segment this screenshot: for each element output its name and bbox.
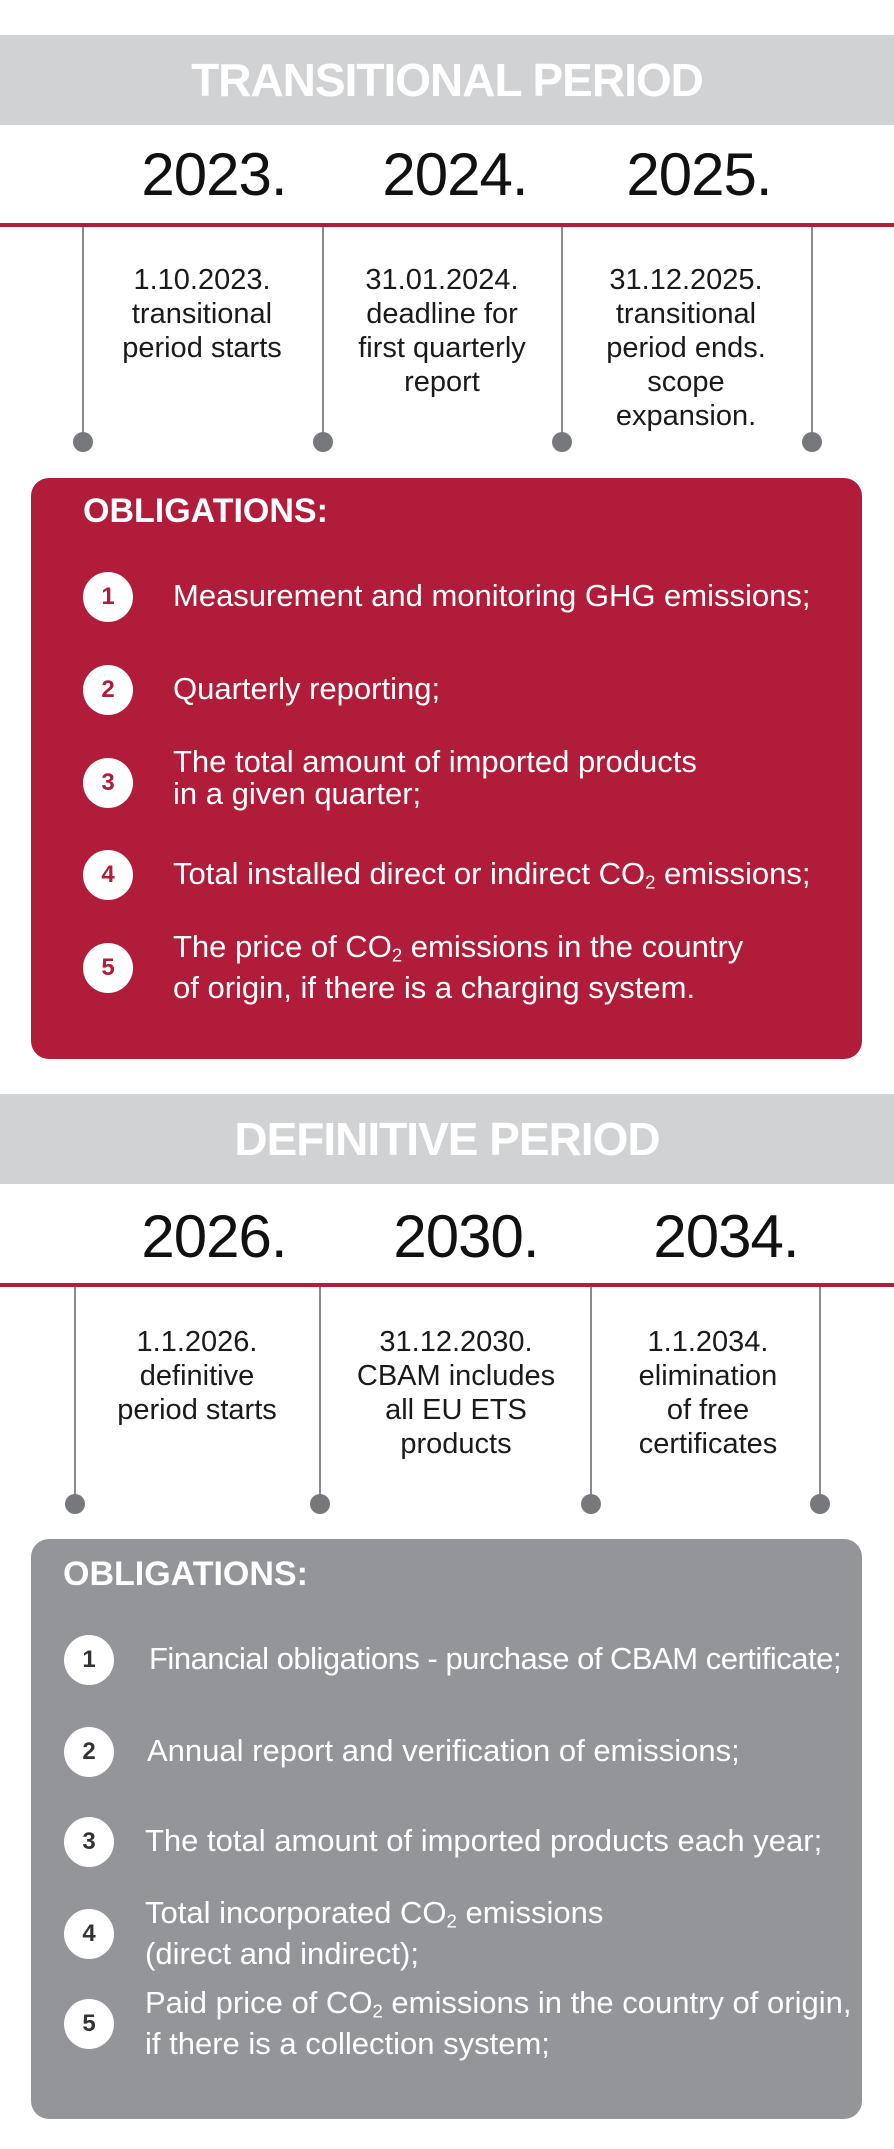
timeline-dot bbox=[581, 1494, 601, 1514]
year-2026: 2026. bbox=[141, 1203, 287, 1270]
obligations-title: OBLIGATIONS: bbox=[63, 1555, 308, 1593]
timeline-rule-transitional bbox=[0, 223, 894, 227]
timeline-dot bbox=[310, 1494, 330, 1514]
number-badge: 3 bbox=[64, 1817, 114, 1867]
obligation-text: Measurement and monitoring GHG emissions… bbox=[173, 578, 811, 613]
timeline-dot bbox=[65, 1494, 85, 1514]
timeline-tick bbox=[811, 227, 813, 441]
number-badge: 2 bbox=[83, 665, 133, 715]
transitional-period-banner: TRANSITIONAL PERIOD bbox=[0, 35, 894, 125]
number-badge: 2 bbox=[64, 1727, 114, 1777]
obligation-text: Total installed direct or indirect CO2 e… bbox=[173, 856, 811, 893]
timeline-rule-definitive bbox=[0, 1283, 894, 1287]
timeline-tick bbox=[319, 1287, 321, 1503]
definitive-obligations-panel: OBLIGATIONS: 1 Financial obligations - p… bbox=[31, 1539, 862, 2119]
obligations-title: OBLIGATIONS: bbox=[83, 492, 328, 530]
timeline-dot bbox=[810, 1494, 830, 1514]
event-first-quarterly-report: 31.01.2024. deadline for first quarterly… bbox=[358, 264, 526, 398]
timeline-dot bbox=[313, 432, 333, 452]
timeline-tick bbox=[590, 1287, 592, 1503]
timeline-tick bbox=[82, 227, 84, 441]
year-2023: 2023. bbox=[141, 141, 287, 208]
obligation-text: Total incorporated CO2 emissions (direct… bbox=[145, 1895, 604, 1971]
obligation-text: The total amount of imported products in… bbox=[173, 744, 697, 811]
transitional-obligations-panel: OBLIGATIONS: 1 Measurement and monitorin… bbox=[31, 478, 862, 1059]
timeline-dot bbox=[802, 432, 822, 452]
obligation-text: Annual report and verification of emissi… bbox=[147, 1733, 740, 1768]
event-elimination-free-certificates: 1.1.2034. elimination of free certificat… bbox=[638, 1326, 778, 1460]
number-badge: 4 bbox=[83, 850, 133, 900]
obligation-text: The price of CO2 emissions in the countr… bbox=[173, 929, 744, 1005]
definitive-period-banner: DEFINITIVE PERIOD bbox=[0, 1094, 894, 1184]
number-badge: 1 bbox=[64, 1635, 114, 1685]
obligation-text: Financial obligations - purchase of CBAM… bbox=[149, 1641, 842, 1676]
obligation-text: Paid price of CO2 emissions in the count… bbox=[145, 1985, 852, 2061]
obligation-text: Quarterly reporting; bbox=[173, 671, 441, 706]
year-2034: 2034. bbox=[653, 1203, 799, 1270]
number-badge: 4 bbox=[64, 1909, 114, 1959]
timeline-tick bbox=[322, 227, 324, 441]
timeline-tick bbox=[561, 227, 563, 441]
year-2025: 2025. bbox=[626, 141, 772, 208]
number-badge: 5 bbox=[83, 943, 133, 993]
timeline-dot bbox=[73, 432, 93, 452]
event-definitive-start: 1.1.2026. definitive period starts bbox=[117, 1326, 277, 1426]
timeline-tick bbox=[74, 1287, 76, 1503]
year-2024: 2024. bbox=[382, 141, 528, 208]
event-transitional-start: 1.10.2023. transitional period starts bbox=[122, 264, 282, 364]
event-cbam-all-eu-ets: 31.12.2030. CBAM includes all EU ETS pro… bbox=[356, 1326, 556, 1460]
timeline-dot bbox=[552, 432, 572, 452]
obligation-text: The total amount of imported products ea… bbox=[145, 1823, 823, 1858]
timeline-tick bbox=[819, 1287, 821, 1503]
event-transitional-end: 31.12.2025. transitional period ends. sc… bbox=[606, 264, 766, 432]
number-badge: 1 bbox=[83, 572, 133, 622]
number-badge: 3 bbox=[83, 758, 133, 808]
number-badge: 5 bbox=[64, 1999, 114, 2049]
year-2030: 2030. bbox=[393, 1203, 539, 1270]
